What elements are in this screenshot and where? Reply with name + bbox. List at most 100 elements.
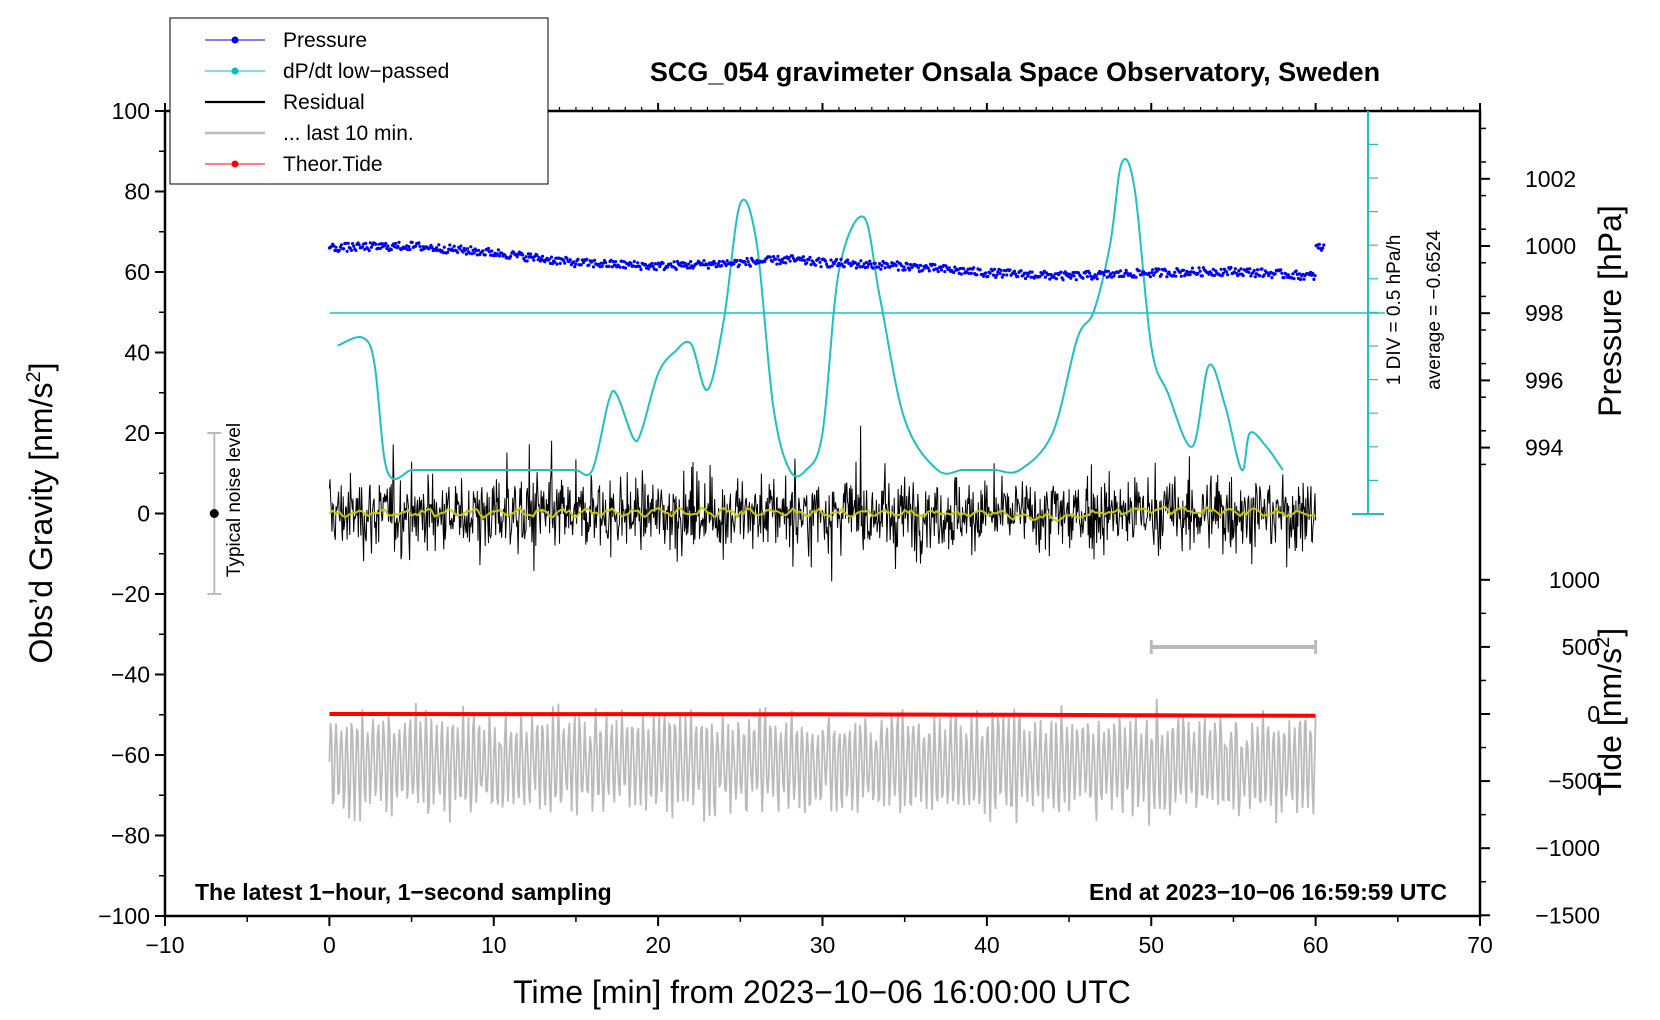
pressure-point [614,260,618,264]
pressure-point [809,263,813,267]
pressure-point [435,246,439,250]
pressure-point [1237,269,1241,273]
typical-noise-label: Typical noise level [224,423,245,577]
tide-axis-tick-labels: 1000 500 0 −500 −1000 −1500 [1535,567,1600,929]
pressure-point [717,259,722,264]
pressure-point [1200,274,1204,278]
pressure-point [894,263,898,268]
pressure-point [345,249,349,253]
pressure-point [579,263,583,267]
pressure-point [627,263,631,267]
pressure-point [346,241,350,245]
pressure-point [873,261,877,265]
pressure-point [364,241,368,245]
pressure-point [1012,269,1017,273]
pressure-point [623,266,628,270]
x-tick-label: 30 [810,932,836,958]
pressure-point [981,274,986,278]
last-10-min-line [328,698,1317,826]
pressure-point [1063,270,1067,274]
pressure-point [638,265,642,269]
pressure-point [835,257,839,262]
pressure-point [1190,266,1194,270]
pressure-tick-label: 1000 [1525,233,1576,259]
pressure-point [334,245,338,249]
pressure-point [558,261,562,265]
pressure-point [1212,273,1217,277]
pressure-point [521,253,525,257]
x-tick-label: 10 [481,932,507,958]
pressure-point [933,263,937,267]
x-axis-title: Time [min] from 2023−10−06 16:00:00 UTC [513,974,1131,1010]
pressure-point [535,253,539,257]
pressure-point [720,264,724,268]
y-tick-label: −60 [111,742,150,768]
pressure-point [705,263,709,267]
pressure-point [1118,269,1123,273]
pressure-point [1233,267,1237,271]
y-axis-left-ticks [155,110,165,917]
x-axis-tick-labels: −10 0 10 20 30 40 50 60 70 [145,932,1492,958]
pressure-point [688,266,692,270]
pressure-point [1047,272,1051,277]
pressure-axis-title: Pressure [hPa] [1592,205,1628,417]
pressure-point [883,266,887,270]
pressure-point [1059,270,1063,274]
residual-smoothed-line [328,505,1316,522]
last-10-min-series [328,698,1317,826]
pressure-point [674,267,678,271]
pressure-point [1249,274,1253,278]
pressure-point [1311,271,1315,275]
pressure-point [600,264,604,268]
pressure-point [349,248,354,252]
pressure-point [354,248,358,253]
pressure-point [414,244,418,248]
pressure-point [745,256,749,261]
pressure-point [342,247,346,251]
pressure-point [839,257,843,261]
pressure-point [486,246,491,251]
legend-swatch-marker [231,36,239,44]
pressure-point [805,261,809,265]
pressure-point [483,253,487,257]
pressure-point [776,254,780,258]
pressure-point [1116,270,1120,275]
pressure-point [1042,269,1046,273]
y-tick-label: −20 [111,581,150,607]
pressure-point [430,245,434,250]
pressure-point [724,264,728,268]
pressure-point [768,255,772,259]
legend-label: Residual [283,91,365,114]
pressure-point [748,264,753,268]
pressure-point [437,243,441,247]
pressure-point [1297,272,1302,276]
pressure-point [665,265,670,269]
pressure-point [389,248,393,252]
pressure-point [397,240,401,244]
pressure-point [755,258,759,262]
pressure-point [1157,267,1161,271]
pressure-point [472,251,476,255]
pressure-point [916,266,920,270]
pressure-point [896,268,901,272]
pressure-tick-label: 996 [1525,367,1563,393]
pressure-point [1072,274,1076,278]
pressure-point [857,262,861,266]
pressure-point [1196,271,1200,276]
pressure-point [1252,268,1256,273]
pressure-point [357,243,361,247]
pressure-point [1173,270,1177,274]
pressure-point [632,259,636,264]
pressure-point [360,245,365,249]
pressure-tick-label: 1002 [1525,166,1576,192]
pressure-point [1292,277,1296,281]
pressure-point [777,258,781,262]
pressure-point [442,245,446,249]
pressure-point [790,254,795,258]
x-tick-label: 50 [1138,932,1164,958]
pressure-point [1229,265,1233,270]
pressure-point [969,271,974,275]
pressure-point [524,255,528,259]
pressure-point [394,241,398,246]
pressure-point [1262,273,1266,277]
